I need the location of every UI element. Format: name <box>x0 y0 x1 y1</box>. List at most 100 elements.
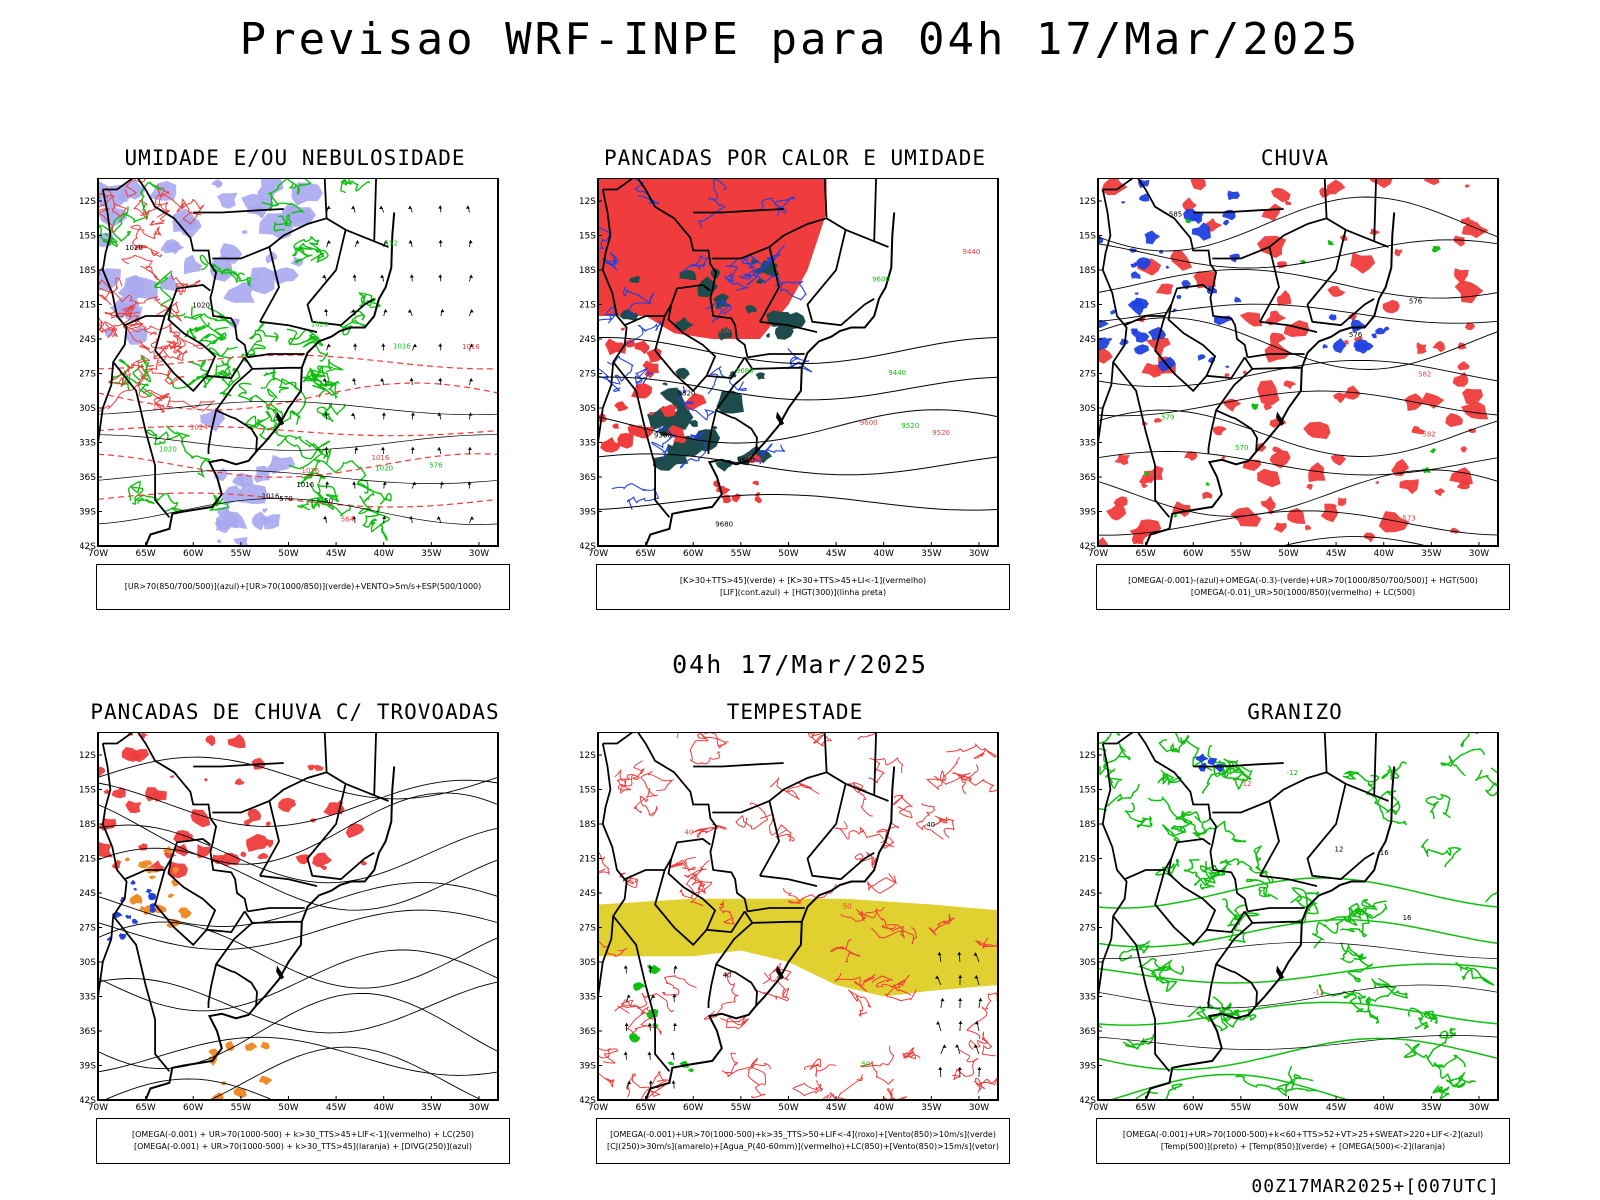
lat-tick-label: 39S <box>1080 1062 1096 1072</box>
lon-tick-label: 65W <box>1135 549 1155 559</box>
country-border <box>1259 320 1318 333</box>
country-border <box>759 246 780 323</box>
panel-legend: [OMEGA(-0.001)-(azul)+OMEGA(-0.3)-(verde… <box>1096 564 1510 610</box>
contour-label: 9520 <box>678 389 696 397</box>
contour-label: 9360 <box>717 327 735 335</box>
panel-legend: [OMEGA(-0.001)+UR>70(1000-500)+k>35_TTS>… <box>596 1118 1010 1164</box>
country-border <box>1136 732 1249 912</box>
country-border <box>1098 743 1128 1004</box>
panel-title: PANCADAS POR CALOR E UMIDADE <box>603 146 986 170</box>
lat-tick-label: 27S <box>580 924 596 934</box>
lon-tick-label: 60W <box>183 1103 203 1113</box>
panel-title: PANCADAS DE CHUVA C/ TROVOADAS <box>90 700 500 724</box>
country-border <box>598 743 628 1004</box>
contour-label: 582 <box>1418 371 1431 379</box>
lon-tick-label: 35W <box>1421 1103 1441 1113</box>
lat-tick-label: 39S <box>80 508 96 518</box>
country-border <box>1373 178 1377 242</box>
lon-tick-label: 45W <box>1326 1103 1346 1113</box>
country-border <box>654 315 708 393</box>
lon-tick-label: 30W <box>969 549 989 559</box>
lat-tick-label: 36S <box>580 1027 596 1037</box>
run-footer: 00Z17MAR2025+[007UTC] <box>1251 1176 1500 1197</box>
legend-line: [OMEGA(-0.001) + UR>70(1000-500) + k>30_… <box>133 1142 473 1151</box>
contour-label: 9520 <box>901 422 919 430</box>
lon-tick-label: 55W <box>231 1103 251 1113</box>
contour-label: 9440 <box>963 248 981 256</box>
contour-label: 570 <box>279 495 292 503</box>
panel-legend: [OMEGA(-0.001) + UR>70(1000-500) + k>30_… <box>96 1118 510 1164</box>
country-border <box>759 874 818 887</box>
country-border <box>112 915 171 1072</box>
country-border <box>602 178 635 191</box>
country-border <box>98 189 128 450</box>
country-border <box>1102 178 1135 191</box>
country-border <box>323 732 328 773</box>
lon-tick-label: 30W <box>469 1103 489 1113</box>
legend-line: [OMEGA(-0.001) + UR>70(1000-500) + k>30_… <box>131 1130 475 1139</box>
map-plot: 1016 1016 1020 1020 1016 1020 1016 1016 1016 1020… <box>80 178 499 559</box>
map-plot: 585 582 579 576 573 570 576 582 12S 15S 18S 21S 24S 2… <box>1080 178 1499 559</box>
lat-tick-label: 24S <box>580 335 596 345</box>
lat-tick-label: 39S <box>580 1062 596 1072</box>
lon-tick-label: 50W <box>1278 549 1298 559</box>
lon-tick-label: 30W <box>1469 549 1489 559</box>
country-border <box>193 208 284 214</box>
lat-tick-label: 24S <box>580 889 596 899</box>
coastline-atlantic <box>144 212 396 546</box>
country-border <box>636 178 749 358</box>
panel-title: GRANIZO <box>1247 700 1343 724</box>
country-border <box>667 304 746 380</box>
lat-tick-label: 27S <box>1080 370 1096 380</box>
country-border <box>306 229 375 327</box>
country-border <box>1259 800 1280 877</box>
lat-tick-label: 12S <box>580 197 596 207</box>
lat-tick-label: 36S <box>80 473 96 483</box>
country-border <box>636 732 749 912</box>
contour-label: 9440 <box>888 369 906 377</box>
lat-tick-label: 24S <box>1080 889 1096 899</box>
country-border <box>1215 409 1258 452</box>
contour-label: -12 <box>1313 988 1324 996</box>
country-border <box>306 783 375 881</box>
country-border <box>759 800 780 877</box>
country-border <box>1323 178 1328 219</box>
lat-tick-label: 27S <box>580 370 596 380</box>
country-border <box>693 762 784 768</box>
legend-line: [OMEGA(-0.01)_UR>50(1000/850)(vermelho) … <box>1190 588 1416 597</box>
country-border <box>98 743 128 1004</box>
lat-tick-label: 27S <box>1080 924 1096 934</box>
lon-tick-label: 40W <box>1374 1103 1394 1113</box>
lat-tick-label: 15S <box>580 232 596 242</box>
country-border <box>1167 304 1246 380</box>
lon-tick-label: 55W <box>731 1103 751 1113</box>
country-border <box>212 771 389 814</box>
panel-title: TEMPESTADE <box>726 700 864 724</box>
lat-tick-label: 12S <box>1080 197 1096 207</box>
lon-tick-label: 60W <box>183 549 203 559</box>
lagoon <box>276 965 285 980</box>
country-border <box>806 783 875 881</box>
contour-label: 576 <box>1349 331 1363 339</box>
lat-tick-label: 15S <box>1080 232 1096 242</box>
contour-label: 1020 <box>375 465 393 473</box>
lon-tick-label: 70W <box>88 1103 108 1113</box>
lon-tick-label: 50W <box>278 1103 298 1113</box>
lon-tick-label: 70W <box>588 549 608 559</box>
country-border <box>1252 366 1302 370</box>
lat-tick-label: 15S <box>580 786 596 796</box>
country-border <box>1193 762 1284 768</box>
coastline-atlantic <box>1144 766 1396 1100</box>
lat-tick-label: 12S <box>580 751 596 761</box>
contour-label: 570 <box>1235 444 1248 452</box>
lat-tick-label: 24S <box>1080 335 1096 345</box>
contour-label: 1020 <box>192 302 210 310</box>
country-border <box>247 907 305 913</box>
lagoon <box>776 965 785 980</box>
country-border <box>1259 874 1318 887</box>
country-border <box>1215 963 1258 1006</box>
lon-tick-label: 40W <box>874 549 894 559</box>
lon-tick-label: 50W <box>278 549 298 559</box>
lat-tick-label: 21S <box>580 301 596 311</box>
map-plot: 40 40 50 40 50 12S 15S 18S 21S 24S 27S 30S 33S 36S 39S… <box>580 732 999 1113</box>
